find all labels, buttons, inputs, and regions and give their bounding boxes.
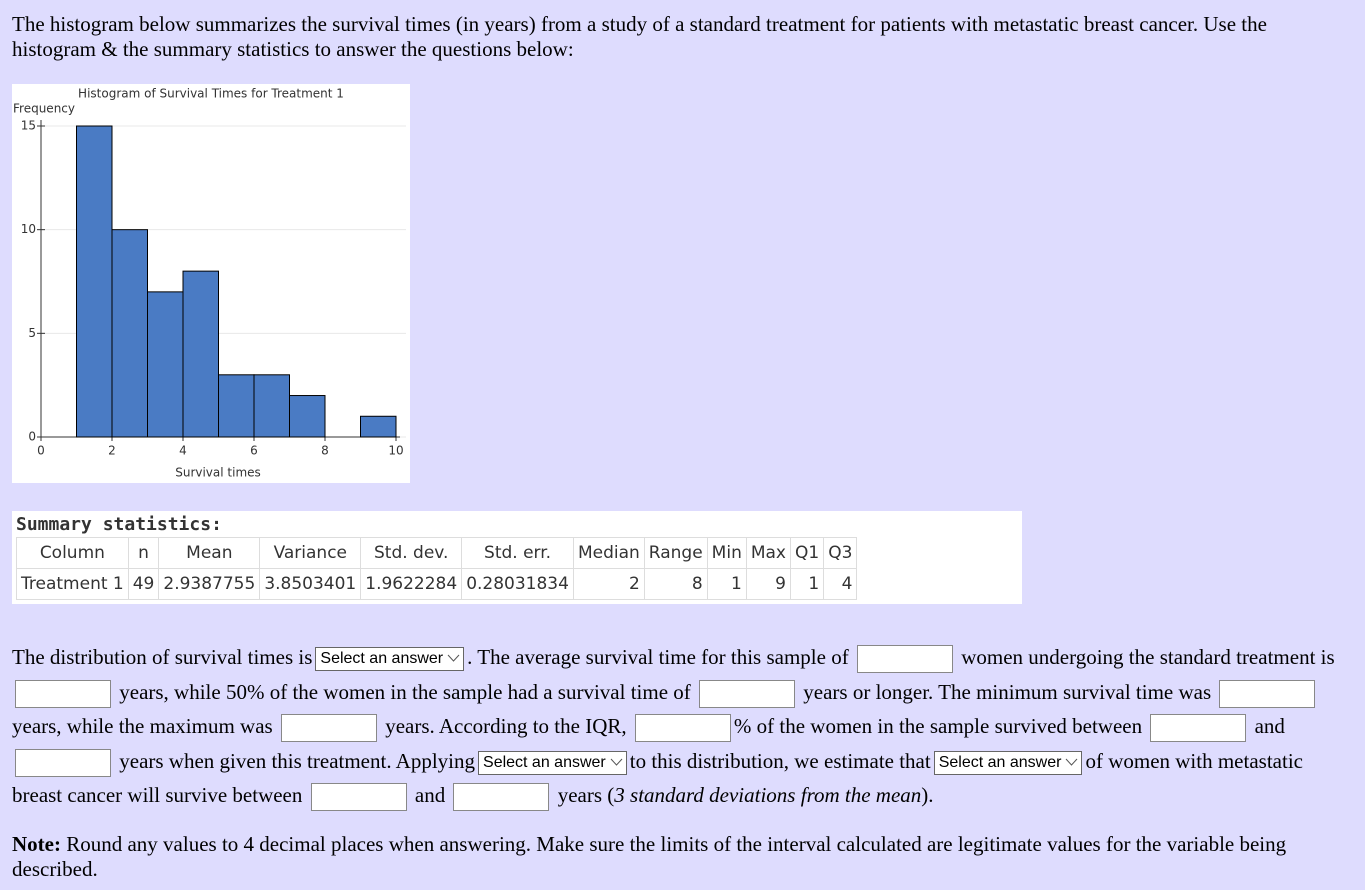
text: % of the women in the sample survived be… [733, 714, 1143, 738]
chevron [1066, 758, 1078, 766]
cell: 9 [745, 568, 792, 600]
text: years, while the maximum was [12, 714, 273, 738]
x-axis-label: Survival times [175, 466, 261, 480]
text: to this distribution, we estimate that [629, 748, 931, 773]
y-tick-label: 10 [21, 222, 36, 236]
header-cell: Range [643, 537, 708, 569]
header-cell: Column [16, 537, 129, 569]
cell: 4 [823, 568, 858, 600]
note-text: Round any values to 4 decimal places whe… [12, 832, 1287, 881]
bar [218, 374, 255, 438]
text: ). [921, 783, 934, 807]
x-tick-label: 8 [321, 444, 329, 458]
cell: 1 [706, 568, 747, 600]
histogram: Histogram of Survival Times for Treatmen… [12, 84, 410, 483]
x-tick-label: 4 [179, 444, 187, 458]
input[interactable] [280, 714, 377, 743]
cell: 3.8503401 [259, 568, 362, 600]
y-tick-label: 0 [28, 430, 36, 444]
chart-title: Histogram of Survival Times for Treatmen… [78, 87, 344, 101]
dropdown-text: Select an answer [320, 650, 444, 668]
header-cell: Std. err. [461, 537, 574, 569]
cell: 8 [643, 568, 708, 600]
cell: Treatment 1 [16, 568, 129, 600]
text: years when given this treatment. Applyin… [119, 748, 476, 773]
header-cell: Mean [158, 537, 261, 569]
summary: Summary statistics: Column n Mean Variance S… [12, 511, 1022, 604]
bar [289, 395, 326, 438]
input[interactable] [856, 645, 953, 674]
header-cell: Min [706, 537, 747, 569]
note: Note: Round any values to 4 decimal plac… [12, 832, 1352, 882]
input[interactable] [1150, 714, 1247, 743]
header-cell: Std. dev. [360, 537, 463, 569]
cell: 2.9387755 [158, 568, 261, 600]
dropdown[interactable]: Select an answer [933, 750, 1083, 775]
x-tick-label: 6 [250, 444, 258, 458]
cell: 0.28031834 [461, 568, 574, 600]
x-tick-label: 0 [37, 444, 45, 458]
dropdown[interactable]: Select an answer [478, 750, 627, 775]
data-row: Treatment 1 49 2.9387755 3.8503401 1.9622284… [16, 568, 858, 600]
text: years or longer. The minimum survival ti… [803, 679, 1212, 704]
text: years. According to the IQR, [385, 714, 627, 738]
input[interactable] [634, 714, 731, 743]
input[interactable] [699, 679, 796, 708]
dropdown-text: Select an answer [483, 753, 606, 771]
header-cell: Q3 [823, 537, 858, 569]
x-tick-label: 2 [108, 444, 116, 458]
y-axis-label: Frequency [13, 102, 75, 116]
input[interactable] [310, 783, 407, 812]
text: and [414, 783, 446, 807]
cell: 2 [572, 568, 645, 600]
input[interactable] [453, 783, 550, 812]
cell: 1.9622284 [360, 568, 463, 600]
header-cell: n [127, 537, 160, 569]
cell: 1 [789, 568, 825, 600]
x-tick-label: 10 [388, 444, 403, 458]
bar [360, 415, 397, 438]
text: years ( [557, 783, 615, 807]
header-row: Column n Mean Variance Std. dev. Std. err. Med… [16, 537, 858, 569]
y-tick-label: 5 [28, 326, 36, 340]
text: of women with metastatic breast cancer w… [12, 748, 1303, 808]
bar [111, 229, 148, 438]
header-cell: Q1 [789, 537, 825, 569]
bar [182, 270, 219, 438]
dropdown[interactable]: Select an answer [315, 647, 465, 672]
input[interactable] [1219, 679, 1316, 708]
note-label: Note: [12, 832, 61, 856]
bar [253, 374, 290, 438]
summary-title: Summary statistics: [16, 514, 222, 535]
input[interactable] [15, 679, 111, 708]
text: years, while 50% of the women in the sam… [119, 679, 691, 704]
bar [76, 125, 113, 438]
italic-text: 3 standard deviations from the mean [614, 783, 922, 807]
chevron [447, 654, 460, 662]
y-tick-label: 15 [21, 119, 36, 133]
header-cell: Variance [259, 537, 362, 569]
input[interactable] [15, 748, 111, 777]
header-cell: Max [745, 537, 792, 569]
header-cell: Median [572, 537, 645, 569]
question: The distribution of survival times is Sel… [12, 640, 1357, 813]
intro: The histogram below summarizes the survi… [12, 12, 1267, 61]
text: . The average survival time for this sam… [467, 645, 849, 669]
chevron [610, 758, 623, 766]
text: women undergoing the standard treatment … [961, 645, 1335, 669]
text: and [1254, 714, 1285, 738]
bar [147, 291, 184, 438]
cell: 49 [127, 568, 160, 600]
summary-table: Column n Mean Variance Std. dev. Std. err. Med… [16, 537, 858, 600]
text: The distribution of survival times is [12, 645, 313, 669]
dropdown-text: Select an answer [938, 753, 1062, 771]
